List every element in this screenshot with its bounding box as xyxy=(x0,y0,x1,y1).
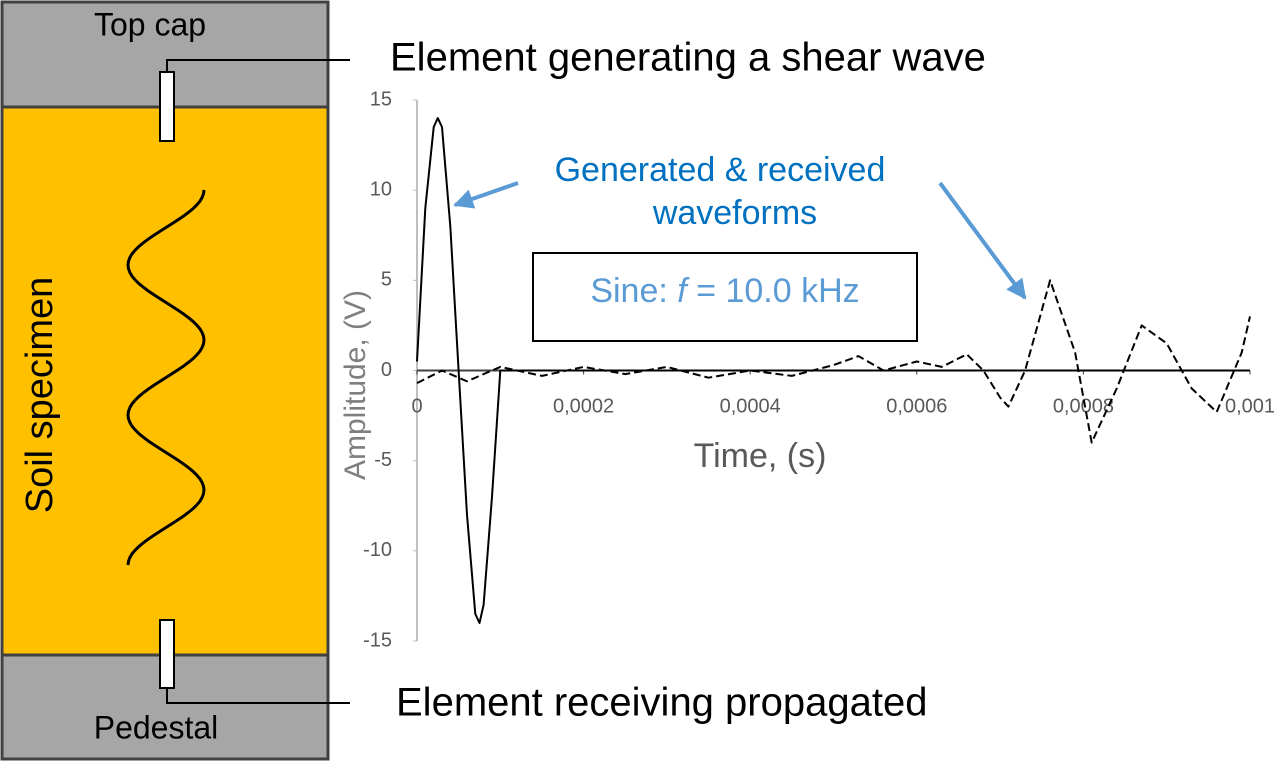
series-line xyxy=(416,117,1250,624)
label: Top cap xyxy=(94,6,206,42)
y-tick-label: 0 xyxy=(381,359,392,381)
info-suffix: = 10.0 kHz xyxy=(687,272,860,310)
x-axis-title: Time, (s) xyxy=(694,437,827,475)
soil-specimen xyxy=(0,105,330,657)
connector xyxy=(166,59,350,72)
x-tick-label: 0,0002 xyxy=(553,395,614,417)
y-tick-label: 5 xyxy=(381,269,392,291)
y-tick-label: 10 xyxy=(370,178,392,200)
wave-sketch xyxy=(126,189,206,566)
annotation: waveforms xyxy=(652,194,817,232)
x-tick-label: 0 xyxy=(411,395,422,417)
y-tick-label: -15 xyxy=(363,629,392,651)
x-tick-label: 0,0004 xyxy=(720,395,781,417)
x-tick-label: 0,001 xyxy=(1225,395,1275,417)
arrow xyxy=(938,181,1027,300)
info-prefix: Sine: xyxy=(590,272,677,310)
y-axis-title: Amplitude, (V) xyxy=(339,290,372,480)
x-tick-label: 0,0008 xyxy=(1053,395,1114,417)
annotation: Generated & received xyxy=(555,151,886,189)
y-tick-label: -5 xyxy=(374,449,392,471)
info-text: Sine: f = 10.0 kHz xyxy=(590,272,859,310)
x-tick-label: 0,0006 xyxy=(886,395,947,417)
bender-element xyxy=(159,71,175,142)
label: Pedestal xyxy=(94,709,219,745)
label: Soil specimen xyxy=(19,277,61,514)
label: Element generating a shear wave xyxy=(390,36,986,80)
series-line xyxy=(416,279,1251,444)
y-tick-label: 15 xyxy=(370,88,392,110)
label: Element receiving propagated xyxy=(396,681,927,725)
y-tick-label: -10 xyxy=(363,539,392,561)
connector xyxy=(166,688,350,704)
arrow xyxy=(453,181,519,209)
bender-element xyxy=(159,619,175,689)
info-box xyxy=(532,252,918,342)
